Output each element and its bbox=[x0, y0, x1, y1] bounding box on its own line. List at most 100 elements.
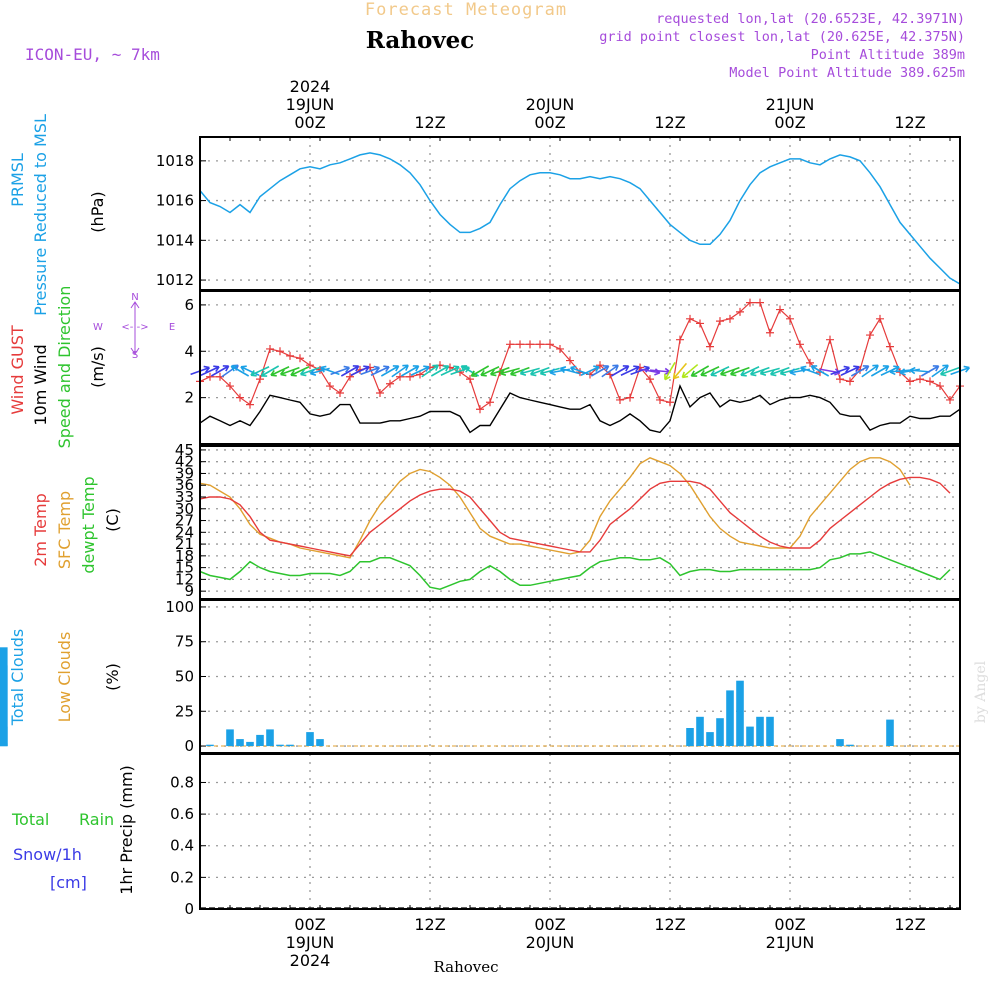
x-day-label-bottom: 20JUN bbox=[526, 933, 575, 952]
wind-arrow-shape bbox=[681, 363, 699, 379]
wind-arrow bbox=[580, 365, 600, 376]
footer-location: Rahovec bbox=[433, 958, 498, 976]
gust-point bbox=[706, 342, 714, 351]
wind-arrow-shape bbox=[729, 366, 750, 377]
wind-arrow-shape bbox=[740, 366, 760, 377]
precip-label-snow: Snow/1h bbox=[13, 845, 82, 864]
wind-arrow-shape bbox=[840, 365, 860, 376]
y-tick-label: 0.6 bbox=[170, 805, 194, 823]
pressure-unit: (hPa) bbox=[88, 191, 107, 232]
wind-arrow bbox=[299, 366, 320, 377]
gust-point bbox=[926, 377, 934, 386]
wind-arrow-shape bbox=[430, 365, 450, 377]
cloud-bar bbox=[836, 739, 844, 747]
wind10m-line bbox=[199, 384, 961, 434]
data-layer bbox=[0, 153, 971, 909]
cloud-bar bbox=[206, 744, 214, 747]
y-tick-label: 1012 bbox=[156, 271, 194, 289]
cloud-bar bbox=[276, 744, 284, 747]
wind-arrow-shape bbox=[700, 366, 720, 377]
wind-arrow bbox=[779, 367, 800, 376]
wind-arrow-shape bbox=[509, 366, 530, 377]
wind-arrow-shape bbox=[279, 366, 300, 377]
wind-arrow-shape bbox=[664, 361, 676, 381]
gust-point bbox=[646, 375, 654, 384]
gust-point bbox=[686, 314, 694, 323]
x-tick-label-bottom: 12Z bbox=[894, 915, 925, 934]
cloud-bar bbox=[256, 734, 264, 746]
wind-arrow bbox=[470, 365, 490, 377]
gust-point bbox=[476, 405, 484, 414]
precip-label-cm: [cm] bbox=[50, 873, 87, 892]
gust-point bbox=[256, 375, 264, 384]
wind-arrow bbox=[710, 366, 730, 377]
cloud-unit: (%) bbox=[103, 663, 122, 691]
y-tick-label: 36 bbox=[175, 476, 194, 494]
wind-arrow bbox=[681, 363, 699, 379]
y-tick-label: 33 bbox=[175, 488, 194, 506]
gust-line bbox=[199, 302, 961, 411]
gust-point bbox=[516, 340, 524, 349]
cloud-bar bbox=[886, 719, 894, 746]
t2m-line bbox=[199, 476, 951, 557]
wind-arrow bbox=[270, 366, 290, 377]
x-day-label-top: 20JUN bbox=[526, 95, 575, 114]
cloud-bar bbox=[696, 716, 704, 746]
wind-arrow bbox=[939, 366, 960, 377]
gust-point bbox=[826, 335, 834, 344]
gust-point bbox=[886, 342, 894, 351]
wind-arrow bbox=[380, 365, 400, 377]
wind-arrow-shape bbox=[489, 366, 510, 377]
wind-arrow bbox=[690, 365, 710, 377]
wind-arrow-shape bbox=[350, 365, 370, 376]
y-tick-label: 0 bbox=[184, 900, 194, 918]
gust-point bbox=[566, 356, 574, 365]
gust-point bbox=[286, 351, 294, 360]
gust-point bbox=[616, 395, 624, 404]
compass-w: W bbox=[93, 322, 103, 333]
y-tick-label: 21 bbox=[175, 535, 194, 553]
gust-point bbox=[506, 340, 514, 349]
wind-arrow bbox=[810, 365, 830, 377]
wind-arrow-shape bbox=[519, 367, 540, 376]
x-tick-label-top: 12Z bbox=[894, 113, 925, 132]
wind-arrow-shape bbox=[920, 365, 940, 377]
wind-arrow bbox=[759, 367, 780, 376]
wind-arrow bbox=[769, 366, 790, 377]
x-tick-label-top: 00Z bbox=[534, 113, 565, 132]
wind-arrow-shape bbox=[870, 365, 890, 377]
x-year-label-top: 2024 bbox=[290, 77, 331, 96]
y-tick-label: 6 bbox=[184, 296, 194, 314]
wind-arrow-shape bbox=[610, 365, 630, 377]
wind-arrow-shape bbox=[470, 365, 490, 377]
wind-arrow-shape bbox=[340, 365, 360, 377]
cloud-bar bbox=[266, 729, 274, 747]
wind-arrow-shape bbox=[290, 366, 310, 377]
wind-arrow-shape bbox=[789, 368, 810, 376]
cloud-bar bbox=[306, 732, 314, 746]
wind-arrow bbox=[330, 365, 351, 376]
wind-arrow bbox=[889, 367, 911, 376]
cloud-bar bbox=[316, 739, 324, 747]
compass-icon bbox=[130, 301, 140, 355]
wind-arrow-shape bbox=[260, 365, 280, 377]
wind-arrow-shape bbox=[299, 366, 320, 377]
gust-point bbox=[806, 358, 814, 367]
gust-point bbox=[486, 398, 494, 407]
y-tick-label: 25 bbox=[175, 702, 194, 720]
panel-frame-precip bbox=[199, 753, 961, 910]
gust-point bbox=[336, 389, 344, 397]
cloud-label-total: Total Clouds bbox=[8, 629, 27, 727]
cloud-bar bbox=[0, 647, 8, 747]
panel-frames bbox=[199, 136, 961, 910]
wind-arrow bbox=[279, 366, 300, 377]
wind-arrow-shape bbox=[270, 366, 290, 377]
wind-arrow-shape bbox=[319, 365, 340, 376]
y-tick-label: 18 bbox=[175, 547, 194, 565]
gust-point bbox=[556, 344, 564, 353]
wind-arrow bbox=[920, 365, 940, 377]
y-tick-label: 27 bbox=[175, 512, 194, 530]
temp-label-sfc: SFC Temp bbox=[55, 491, 74, 569]
wind-arrow-shape bbox=[580, 365, 600, 376]
gust-point bbox=[946, 395, 954, 404]
